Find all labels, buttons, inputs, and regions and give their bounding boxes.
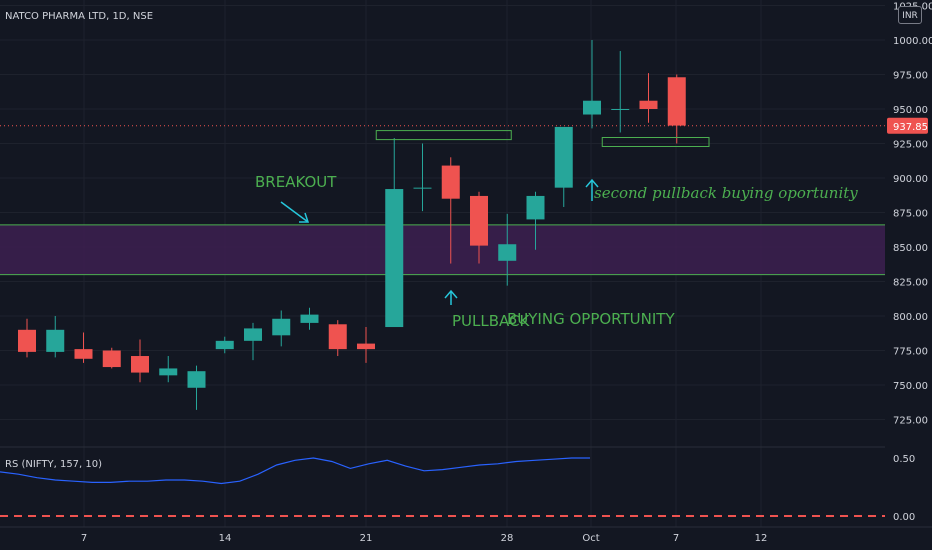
price-tick-label: 725.00 bbox=[893, 416, 928, 427]
candle-body bbox=[667, 77, 686, 126]
candle-body bbox=[441, 165, 460, 199]
candle-body bbox=[470, 195, 488, 246]
last-price-label: 937.85 bbox=[893, 122, 928, 133]
candle-body bbox=[159, 368, 178, 376]
price-tick-label: 950.00 bbox=[893, 105, 928, 116]
price-tick-label: 900.00 bbox=[893, 174, 928, 185]
breakout-markers bbox=[375, 130, 710, 147]
candle-body bbox=[102, 350, 121, 368]
candles bbox=[18, 40, 686, 410]
breakout-arrow bbox=[280, 201, 310, 223]
level-marker-box bbox=[375, 130, 512, 141]
candle-body bbox=[611, 109, 630, 110]
price-tick-label: 850.00 bbox=[893, 243, 928, 254]
time-tick-label: 7 bbox=[81, 533, 87, 544]
time-tick-label: 7 bbox=[673, 533, 679, 544]
candle-body bbox=[272, 318, 291, 336]
second-pullback-label: second pullback buying oportunity bbox=[594, 184, 858, 202]
candle-body bbox=[187, 371, 206, 388]
level-marker-box bbox=[601, 137, 710, 147]
candle-body bbox=[639, 100, 658, 109]
time-tick-label: 14 bbox=[219, 533, 232, 544]
second-pullback-arrow bbox=[585, 178, 599, 201]
rs-tick-label: 0.00 bbox=[893, 512, 915, 523]
buying-opportunity-label: BUYING OPPORTUNITY bbox=[507, 310, 675, 328]
candle-body bbox=[46, 329, 65, 352]
candle-body bbox=[328, 324, 347, 350]
candle-body bbox=[357, 343, 375, 350]
price-tick-label: 1000.00 bbox=[893, 36, 932, 47]
candle-body bbox=[74, 349, 93, 359]
price-tick-label: 925.00 bbox=[893, 140, 928, 151]
breakout-label: BREAKOUT bbox=[255, 173, 337, 191]
time-axis[interactable]: 7 14 21 28 Oct 7 12 bbox=[81, 533, 768, 544]
price-tick-label: 975.00 bbox=[893, 71, 928, 82]
candle-body bbox=[526, 195, 545, 220]
candle-body bbox=[413, 187, 432, 189]
symbol-title[interactable]: NATCO PHARMA LTD, 1D, NSE bbox=[5, 11, 153, 22]
time-tick-label: 12 bbox=[755, 533, 768, 544]
price-tick-label: 750.00 bbox=[893, 381, 928, 392]
time-tick-label: 21 bbox=[360, 533, 373, 544]
rs-axis[interactable]: 0.00 0.50 bbox=[893, 454, 915, 523]
candle-body bbox=[300, 314, 319, 323]
candle-body bbox=[244, 328, 262, 341]
support-zone bbox=[0, 224, 885, 275]
candle-body bbox=[385, 189, 404, 328]
pullback-arrow bbox=[444, 289, 458, 305]
candle-body bbox=[215, 340, 234, 350]
currency-badge[interactable]: INR bbox=[898, 6, 922, 24]
candle-body bbox=[583, 100, 601, 115]
rs-tick-label: 0.50 bbox=[893, 454, 915, 465]
price-tick-label: 825.00 bbox=[893, 278, 928, 289]
rs-line bbox=[0, 457, 590, 485]
rs-indicator-title[interactable]: RS (NIFTY, 157, 10) bbox=[5, 459, 102, 470]
candle-body bbox=[131, 356, 149, 373]
price-tick-label: 875.00 bbox=[893, 209, 928, 220]
last-price-badge bbox=[887, 117, 928, 134]
time-tick-label: Oct bbox=[582, 533, 599, 544]
candle-body bbox=[18, 329, 36, 352]
price-tick-label: 775.00 bbox=[893, 347, 928, 358]
pullback-label: PULLBACK bbox=[452, 312, 531, 330]
candle-body bbox=[498, 244, 517, 261]
price-tick-label: 800.00 bbox=[893, 312, 928, 323]
candle-body bbox=[554, 126, 573, 188]
time-tick-label: 28 bbox=[501, 533, 514, 544]
rs-indicator-pane bbox=[0, 457, 885, 517]
